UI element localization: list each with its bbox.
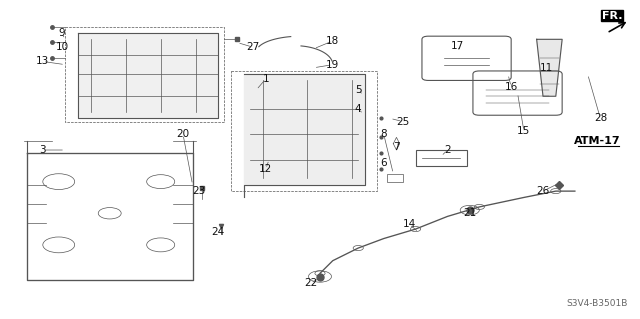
Text: FR.: FR. — [602, 11, 622, 21]
Text: ATM-17: ATM-17 — [574, 136, 621, 145]
Text: 24: 24 — [211, 227, 225, 237]
Text: S3V4-B3501B: S3V4-B3501B — [566, 299, 628, 308]
Text: 8: 8 — [380, 129, 387, 139]
Text: 22: 22 — [304, 278, 317, 288]
Text: 28: 28 — [594, 113, 607, 123]
Text: 19: 19 — [326, 60, 339, 70]
Text: 23: 23 — [192, 186, 205, 196]
Polygon shape — [78, 33, 218, 118]
Text: 1: 1 — [262, 74, 269, 84]
Text: 13: 13 — [36, 56, 49, 66]
Text: 20: 20 — [177, 129, 189, 139]
Text: 17: 17 — [451, 41, 463, 51]
Bar — [387, 174, 403, 182]
Text: 6: 6 — [380, 158, 387, 168]
Text: 26: 26 — [536, 186, 550, 196]
Text: 2: 2 — [444, 145, 451, 155]
Polygon shape — [537, 39, 562, 96]
Text: 12: 12 — [259, 164, 273, 174]
Text: 11: 11 — [540, 63, 553, 73]
Text: 4: 4 — [355, 104, 362, 114]
Text: 5: 5 — [355, 85, 362, 95]
Text: 25: 25 — [396, 116, 410, 127]
Text: 21: 21 — [463, 208, 476, 218]
Text: 7: 7 — [393, 142, 400, 152]
Polygon shape — [244, 74, 365, 197]
Text: 16: 16 — [504, 82, 518, 92]
Text: 14: 14 — [403, 219, 416, 229]
Text: 10: 10 — [56, 42, 68, 52]
Text: 15: 15 — [517, 126, 531, 136]
Bar — [415, 150, 467, 166]
Text: 9: 9 — [59, 28, 65, 38]
Text: 3: 3 — [40, 145, 46, 155]
Text: 27: 27 — [246, 42, 260, 52]
Text: 18: 18 — [326, 36, 339, 46]
